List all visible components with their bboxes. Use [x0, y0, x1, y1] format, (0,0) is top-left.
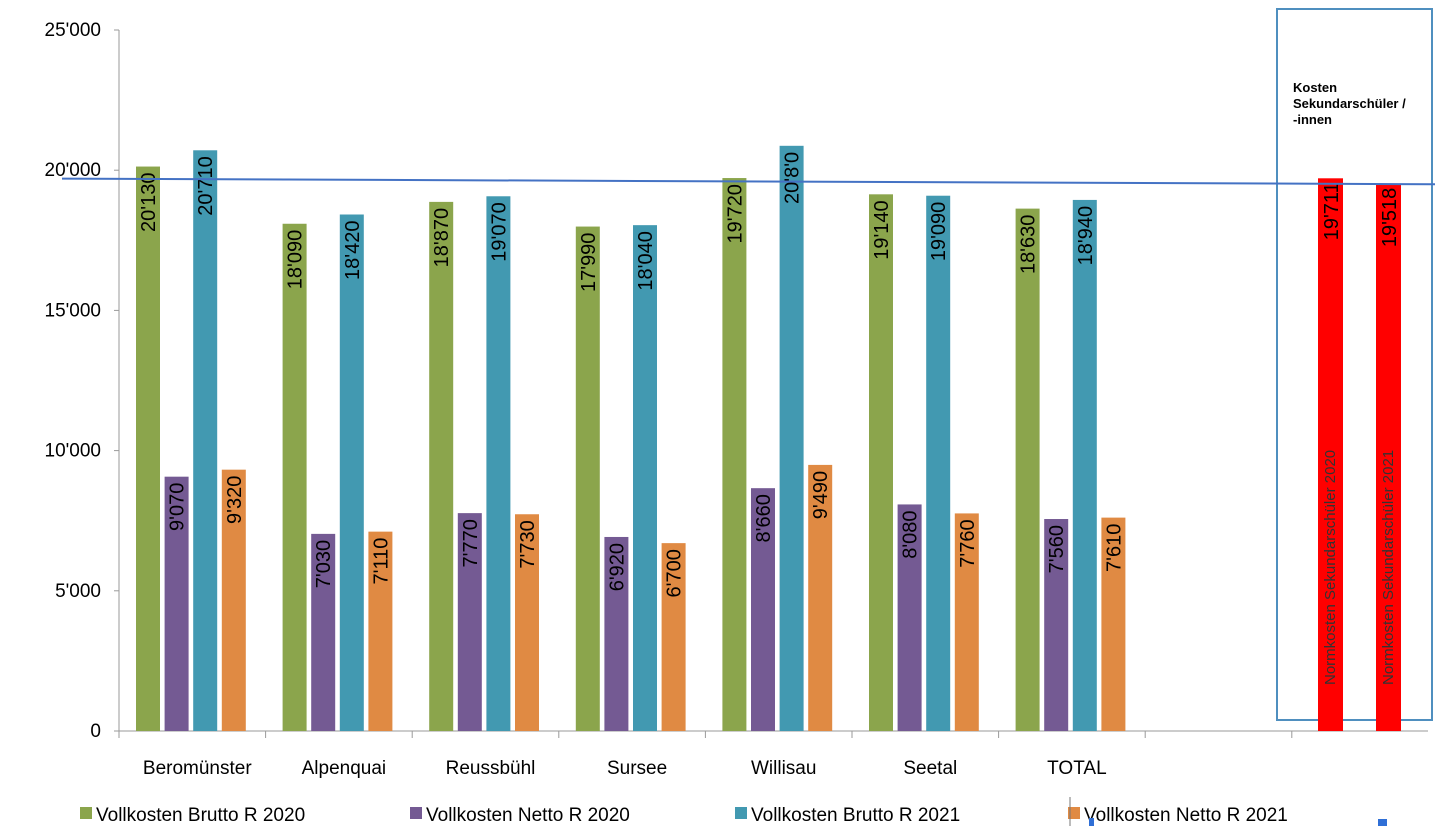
category-label: Beromünster [143, 758, 252, 779]
norm-box-title: -innen [1293, 112, 1332, 127]
data-labels: 20'130 18'090 18'870 17'990 19'720 19'140 18'6… [138, 152, 1125, 598]
bar-value-label: 6'700 [664, 549, 686, 597]
legend-label: Vollkosten Netto R 2021 [1084, 805, 1288, 826]
bar [869, 194, 893, 732]
bar [604, 536, 629, 731]
bar-value-label: 7'760 [957, 519, 979, 567]
bar [486, 196, 511, 731]
bar-value-label: 7'730 [517, 520, 539, 568]
legend-swatch [1068, 807, 1080, 819]
reference-line-stroke [61, 177, 1435, 186]
bar-value-label: 9'320 [224, 476, 246, 524]
bar [1072, 199, 1097, 732]
y-tick-label: 0 [90, 721, 101, 742]
bar-value-label: 19'140 [871, 200, 893, 259]
y-tick-label: 20'000 [45, 160, 101, 181]
bar-value-label: 18'090 [285, 230, 307, 289]
y-tick-label: 15'000 [45, 300, 101, 321]
norm-value-label: 19'518 [1379, 188, 1401, 247]
category-label: Seetal [903, 758, 957, 779]
bar-value-label: 18'870 [431, 208, 453, 267]
bar [954, 513, 979, 731]
bar-value-label: 9'490 [810, 471, 832, 519]
bar [368, 531, 393, 731]
legend-label: Vollkosten Netto R 2020 [426, 805, 630, 826]
legend-label: Vollkosten Brutto R 2021 [751, 805, 960, 826]
bar [1044, 519, 1069, 731]
bar [221, 469, 246, 731]
category-label: Alpenquai [302, 758, 387, 779]
bar-value-label: 18'420 [342, 221, 364, 280]
bar-value-label: 7'770 [460, 519, 482, 567]
norm-box [1276, 8, 1433, 721]
legend-marker [1378, 819, 1387, 826]
category-label: Sursee [607, 758, 667, 779]
bar-value-label: 7'110 [370, 538, 392, 585]
bar-value-label: 20'130 [138, 173, 160, 232]
legend-swatch [410, 807, 422, 819]
bar [926, 195, 951, 731]
y-tick-label: 25'000 [45, 20, 101, 41]
bar [1015, 208, 1040, 731]
y-tick-label: 10'000 [45, 441, 101, 462]
bar-value-label: 19'090 [928, 202, 950, 261]
bars [136, 145, 1126, 732]
bar [193, 150, 218, 731]
reference-line [61, 177, 1435, 186]
bar-value-label: 20'8'0 [782, 152, 804, 204]
bar-value-label: 20'710 [195, 156, 217, 215]
bar [311, 533, 336, 731]
category-label: Willisau [751, 758, 816, 779]
bar [575, 226, 600, 731]
legend-label: Vollkosten Brutto R 2020 [96, 805, 305, 826]
norm-series-label: Normkosten Sekundarschüler 2020 [1322, 450, 1339, 685]
bar [808, 464, 833, 731]
legend-swatch [735, 807, 747, 819]
bar [515, 514, 539, 731]
legend-marker [1089, 818, 1094, 826]
bar [339, 214, 364, 732]
bar-value-label: 8'080 [900, 510, 922, 558]
bar-value-label: 7'560 [1046, 525, 1068, 573]
axes: 0 5'000 10'000 15'000 20'000 25'000 Beromünste… [45, 20, 1428, 779]
norm-bar [1318, 178, 1343, 731]
bar [457, 513, 482, 731]
bar-value-label: 19'070 [488, 202, 510, 261]
category-label: TOTAL [1047, 758, 1106, 779]
norm-value-label: 19'711 [1321, 182, 1343, 240]
bar-value-label: 18'040 [635, 231, 657, 290]
bar [897, 504, 922, 731]
bar [751, 488, 775, 731]
bar-value-label: 7'610 [1103, 524, 1125, 572]
bar-value-label: 9'070 [167, 483, 189, 531]
norm-box-title: Sekundarschüler / [1293, 96, 1406, 111]
bar [282, 223, 307, 731]
norm-series-label: Normkosten Sekundarschüler 2021 [1380, 450, 1397, 685]
bar [164, 476, 189, 731]
bar-value-label: 18'940 [1075, 206, 1097, 265]
legend: Vollkosten Brutto R 2020 Vollkosten Netto… [80, 797, 1387, 826]
y-tick-label: 5'000 [55, 581, 101, 602]
bar-value-label: 8'660 [753, 494, 775, 542]
bar [429, 201, 454, 731]
norm-box-title: Kosten [1293, 80, 1337, 95]
category-label: Reussbühl [446, 758, 536, 779]
bar-value-label: 19'720 [724, 184, 746, 243]
bar [661, 543, 686, 731]
bar [136, 166, 160, 731]
bar [722, 178, 747, 731]
bar [633, 225, 657, 732]
bar-value-label: 7'030 [313, 540, 335, 588]
legend-swatch [80, 807, 92, 819]
norm-bar [1376, 183, 1401, 732]
bar-value-label: 6'920 [606, 543, 628, 591]
bar [1101, 517, 1126, 731]
bar-value-label: 18'630 [1018, 215, 1040, 274]
bar [779, 145, 804, 732]
bar-value-label: 17'990 [578, 233, 600, 292]
